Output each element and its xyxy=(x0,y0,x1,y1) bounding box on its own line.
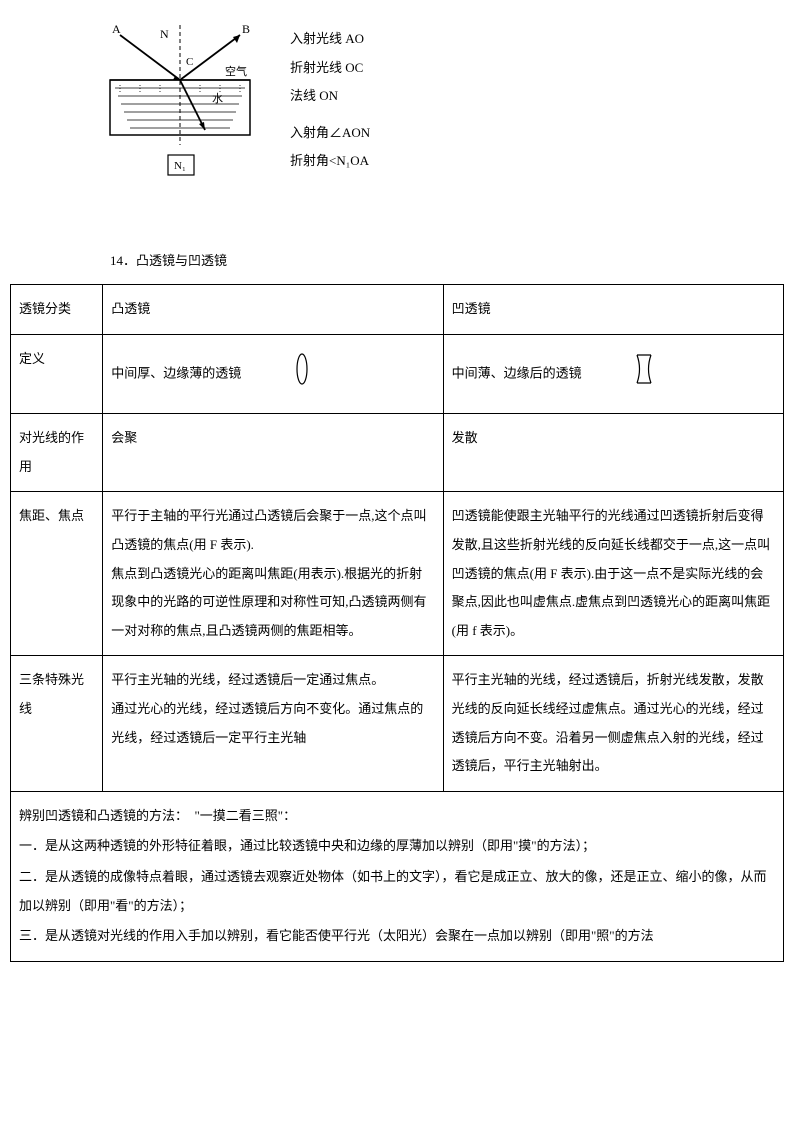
special-label: 三条特殊光线 xyxy=(11,656,103,791)
label-refraction-angle: 折射角<N₁OA xyxy=(290,147,370,176)
def-convex: 中间厚、边缘薄的透镜 xyxy=(103,334,443,414)
row-methods: 辨别凹透镜和凸透镜的方法： "一摸二看三照"： 一．是从这两种透镜的外形特征着眼… xyxy=(11,791,784,961)
diagram-label-C: C xyxy=(186,56,193,68)
lens-comparison-table: 透镜分类 凸透镜 凹透镜 定义 中间厚、边缘薄的透镜 中间薄、边缘后的透镜 对光… xyxy=(10,284,784,962)
def-label: 定义 xyxy=(11,334,103,414)
concave-lens-icon xyxy=(635,353,653,396)
focal-convex: 平行于主轴的平行光通过凸透镜后会聚于一点,这个点叫凸透镜的焦点(用 F 表示).… xyxy=(103,492,443,656)
def-concave-text: 中间薄、边缘后的透镜 xyxy=(452,365,582,380)
methods-title: 辨别凹透镜和凸透镜的方法： "一摸二看三照"： xyxy=(19,802,775,831)
refraction-diagram-section: A B N C 空气 水 N₁ 入射光线 AO 折射光线 OC 法线 ON 入射… xyxy=(10,20,784,190)
diagram-label-N1: N₁ xyxy=(174,160,186,172)
diagram-label-N: N xyxy=(160,27,169,41)
def-concave: 中间薄、边缘后的透镜 xyxy=(443,334,783,414)
diagram-label-water: 水 xyxy=(212,92,223,105)
focal-label: 焦距、焦点 xyxy=(11,492,103,656)
method-2: 二．是从透镜的成像特点着眼，通过透镜去观察近处物体（如书上的文字），看它是成正立… xyxy=(19,863,775,920)
special-convex: 平行主光轴的光线，经过透镜后一定通过焦点。 通过光心的光线，经过透镜后方向不变化… xyxy=(103,656,443,791)
diagram-label-B: B xyxy=(242,22,250,36)
row-definition: 定义 中间厚、边缘薄的透镜 中间薄、边缘后的透镜 xyxy=(11,334,784,414)
row-focal: 焦距、焦点 平行于主轴的平行光通过凸透镜后会聚于一点,这个点叫凸透镜的焦点(用 … xyxy=(11,492,784,656)
def-convex-text: 中间厚、边缘薄的透镜 xyxy=(111,365,241,380)
refraction-diagram: A B N C 空气 水 N₁ xyxy=(90,20,270,190)
label-normal: 法线 ON xyxy=(290,82,370,111)
header-col3: 凹透镜 xyxy=(443,285,783,335)
effect-convex: 会聚 xyxy=(103,414,443,492)
effect-concave: 发散 xyxy=(443,414,783,492)
row-effect: 对光线的作用 会聚 发散 xyxy=(11,414,784,492)
method-3: 三．是从透镜对光线的作用入手加以辨别，看它能否使平行光（太阳光）会聚在一点加以辨… xyxy=(19,922,775,951)
diagram-label-A: A xyxy=(112,22,121,36)
convex-lens-icon xyxy=(295,353,309,396)
label-incident-angle: 入射角∠AON xyxy=(290,119,370,148)
label-refracted-ray: 折射光线 OC xyxy=(290,54,370,83)
focal-concave: 凹透镜能使跟主光轴平行的光线通过凹透镜折射后变得发散,且这些折射光线的反向延长线… xyxy=(443,492,783,656)
row-special-rays: 三条特殊光线 平行主光轴的光线，经过透镜后一定通过焦点。 通过光心的光线，经过透… xyxy=(11,656,784,791)
header-col1: 透镜分类 xyxy=(11,285,103,335)
table-header-row: 透镜分类 凸透镜 凹透镜 xyxy=(11,285,784,335)
method-1: 一．是从这两种透镜的外形特征着眼，通过比较透镜中央和边缘的厚薄加以辨别（即用"摸… xyxy=(19,832,775,861)
section-title: 14．凸透镜与凹透镜 xyxy=(10,250,784,269)
methods-cell: 辨别凹透镜和凸透镜的方法： "一摸二看三照"： 一．是从这两种透镜的外形特征着眼… xyxy=(11,791,784,961)
diagram-label-air: 空气 xyxy=(225,64,247,78)
diagram-text-labels: 入射光线 AO 折射光线 OC 法线 ON 入射角∠AON 折射角<N₁OA xyxy=(290,20,370,176)
header-col2: 凸透镜 xyxy=(103,285,443,335)
effect-label: 对光线的作用 xyxy=(11,414,103,492)
special-concave: 平行主光轴的光线，经过透镜后，折射光线发散，发散光线的反向延长线经过虚焦点。通过… xyxy=(443,656,783,791)
label-incident-ray: 入射光线 AO xyxy=(290,25,370,54)
